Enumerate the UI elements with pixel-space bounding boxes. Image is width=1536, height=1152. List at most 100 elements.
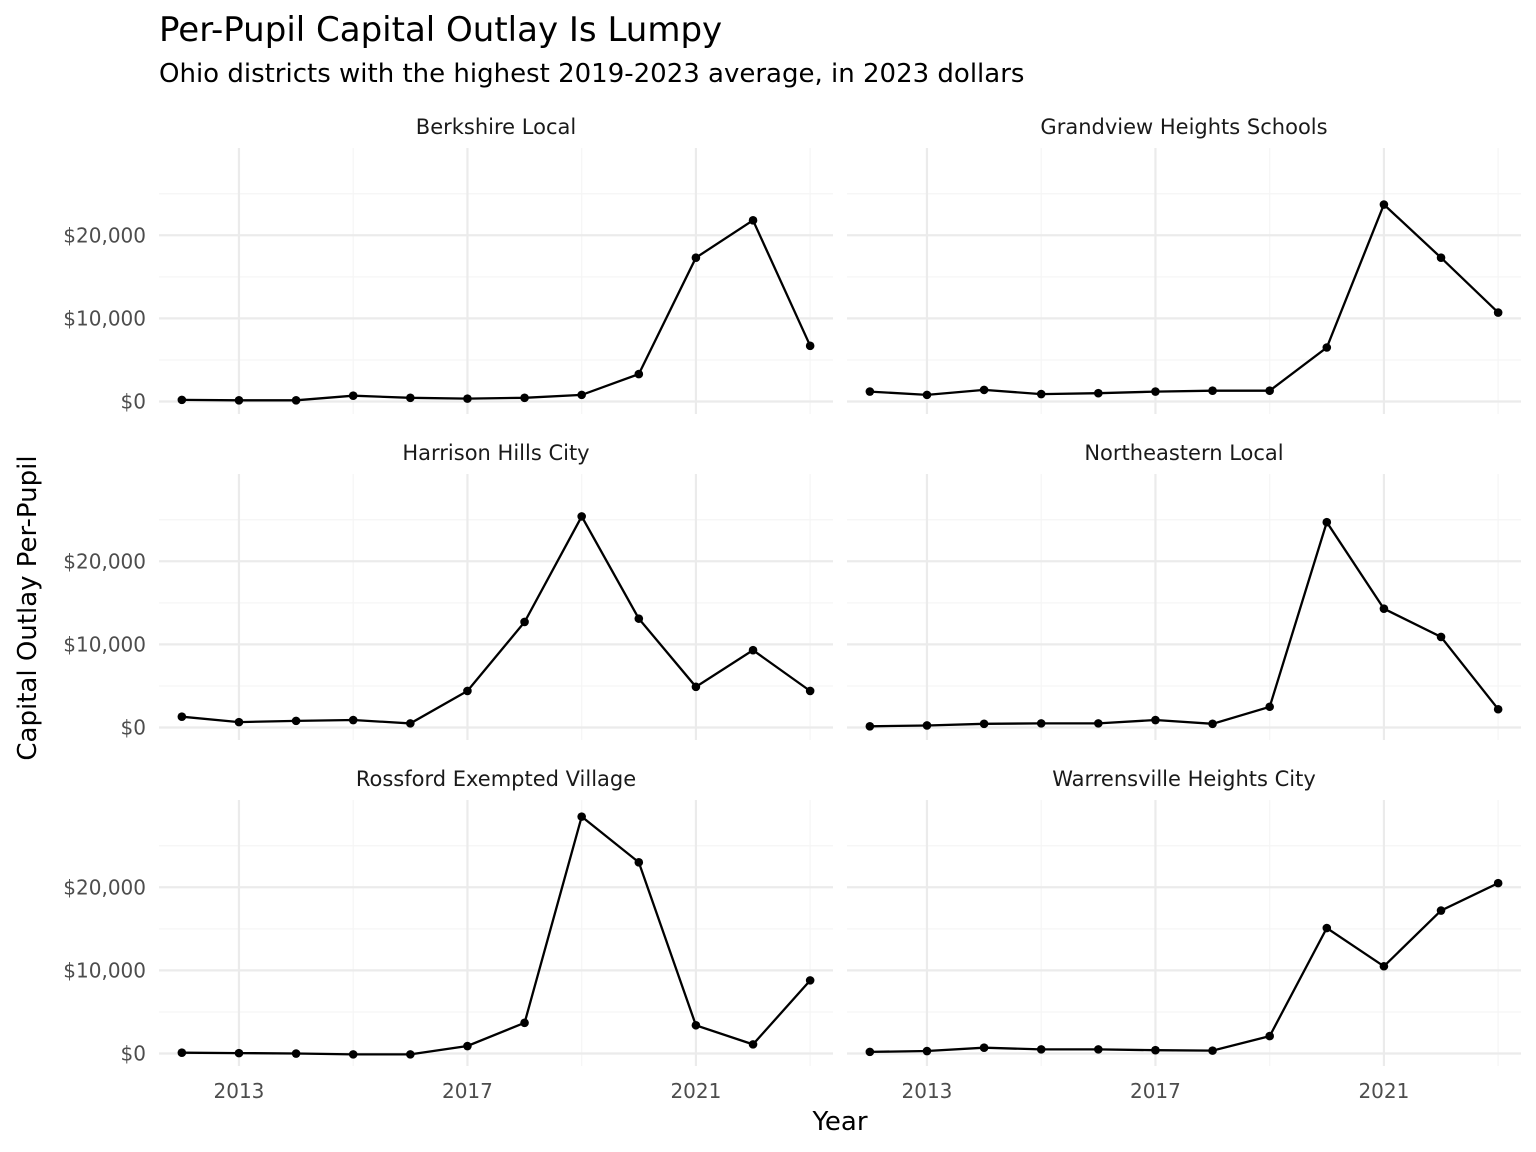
- data-point: [406, 1050, 415, 1059]
- series-line: [181, 514, 811, 725]
- series-line: [869, 202, 1499, 397]
- data-point: [406, 393, 415, 403]
- data-point: [1208, 1046, 1217, 1055]
- data-point: [1094, 719, 1103, 728]
- data-point: [865, 387, 875, 396]
- facet-label: Rossford Exempted Village: [356, 767, 636, 791]
- data-point: [1208, 386, 1217, 396]
- y-tick-label: $20,000: [63, 223, 146, 247]
- data-point: [1322, 343, 1332, 352]
- data-point: [291, 716, 301, 726]
- series-line: [181, 814, 812, 1056]
- y-tick-label: $20,000: [63, 875, 146, 899]
- data-point: [1094, 388, 1103, 398]
- data-point: [634, 858, 644, 867]
- data-point: [1436, 632, 1446, 642]
- data-point: [348, 391, 358, 401]
- facet-label: Warrensville Heights City: [1052, 767, 1316, 791]
- series-line: [181, 218, 812, 402]
- data-point: [1379, 604, 1389, 613]
- facet-panel: Northeastern Local: [847, 441, 1521, 740]
- data-point: [234, 1048, 244, 1058]
- data-point: [979, 719, 989, 729]
- data-point: [748, 645, 758, 655]
- y-tick-label: $10,000: [63, 306, 146, 330]
- data-point: [1151, 715, 1160, 725]
- facet-label: Berkshire Local: [416, 115, 576, 139]
- chart-subtitle: Ohio districts with the highest 2019-202…: [159, 59, 1024, 89]
- facet-panels: Berkshire Local $0 $10,000 $20,000 Grandview…: [63, 115, 1521, 1103]
- data-point: [1208, 719, 1217, 729]
- data-point: [634, 369, 644, 379]
- facet-panel: Harrison Hills City $0 $10,000 $20,000: [63, 441, 833, 740]
- data-point: [748, 1040, 758, 1049]
- data-point: [922, 390, 932, 400]
- data-point: [463, 1041, 472, 1051]
- data-point: [234, 717, 244, 727]
- data-point: [1493, 878, 1503, 888]
- data-point: [577, 390, 586, 400]
- data-point: [520, 1018, 529, 1028]
- data-point: [520, 393, 529, 403]
- data-point: [348, 1050, 358, 1059]
- data-point: [748, 216, 758, 225]
- data-point: [463, 394, 472, 403]
- x-tick-label: 2021: [1358, 1079, 1409, 1103]
- facet-label: Grandview Heights Schools: [1040, 115, 1327, 139]
- data-point: [291, 1049, 301, 1058]
- series-line: [869, 519, 1500, 728]
- data-point: [805, 976, 815, 985]
- data-point: [1036, 389, 1046, 399]
- data-point: [691, 682, 701, 692]
- data-point: [1265, 702, 1274, 712]
- data-point: [577, 812, 586, 821]
- x-axis-title: Year: [811, 1107, 867, 1137]
- data-point: [805, 341, 815, 351]
- x-tick-label: 2021: [670, 1079, 721, 1103]
- data-point: [1379, 961, 1389, 971]
- x-tick-label: 2017: [442, 1079, 493, 1103]
- data-point: [979, 385, 989, 395]
- data-point: [865, 721, 875, 731]
- data-point: [291, 395, 301, 405]
- data-point: [1493, 308, 1503, 317]
- data-point: [234, 395, 244, 405]
- data-point: [1493, 704, 1503, 714]
- data-point: [1322, 923, 1332, 933]
- facet-panel: Grandview Heights Schools: [847, 115, 1521, 414]
- data-point: [463, 686, 472, 696]
- data-point: [177, 1048, 187, 1057]
- data-point: [634, 614, 644, 623]
- data-point: [1036, 1045, 1046, 1054]
- y-tick-label: $10,000: [63, 958, 146, 982]
- data-point: [1322, 517, 1332, 527]
- x-tick-label: 2017: [1130, 1079, 1181, 1103]
- data-point: [691, 253, 701, 263]
- data-point: [1379, 200, 1389, 209]
- x-tick-label: 2013: [214, 1079, 265, 1103]
- data-point: [177, 395, 187, 405]
- data-point: [520, 617, 529, 627]
- data-point: [577, 512, 586, 521]
- series-line: [869, 882, 1499, 1054]
- y-tick-label: $0: [121, 1042, 146, 1066]
- data-point: [1151, 387, 1160, 396]
- facet-panel: Berkshire Local $0 $10,000 $20,000: [63, 115, 833, 414]
- y-tick-label: $10,000: [63, 632, 146, 656]
- data-point: [805, 686, 815, 696]
- facet-label: Harrison Hills City: [402, 441, 589, 465]
- data-point: [1436, 906, 1446, 915]
- facet-panel: Warrensville Heights City 2013 2017 2021: [847, 767, 1521, 1103]
- data-point: [406, 719, 415, 728]
- y-axis-title: Capital Outlay Per-Pupil: [13, 455, 43, 760]
- data-point: [979, 1043, 989, 1053]
- data-point: [922, 721, 932, 730]
- data-point: [1265, 1031, 1274, 1041]
- facet-panel: Rossford Exempted Village $0 $10,000 $20,00…: [63, 767, 833, 1103]
- data-point: [865, 1047, 875, 1057]
- chart-title: Per-Pupil Capital Outlay Is Lumpy: [159, 10, 722, 50]
- y-tick-label: $0: [121, 716, 146, 740]
- data-point: [348, 715, 358, 725]
